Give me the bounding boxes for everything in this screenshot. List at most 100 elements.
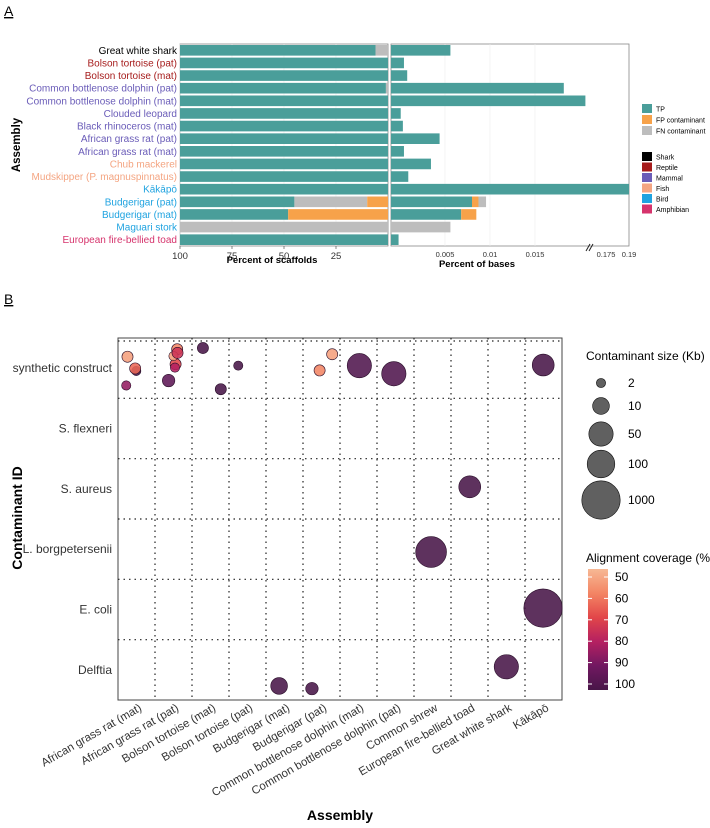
size-legend-circle	[586, 449, 616, 479]
contaminant-point	[346, 353, 372, 379]
scaffold-bar-tp	[180, 95, 388, 107]
bases-bar-tp	[391, 82, 564, 94]
size-legend-circle	[588, 421, 614, 447]
group-legend-key	[642, 162, 652, 172]
contaminant-point	[121, 380, 132, 391]
contaminant-point	[170, 362, 180, 373]
bases-bar-tp	[391, 183, 629, 195]
contaminant-point	[458, 475, 482, 499]
assembly-label: Maguari stork	[116, 223, 178, 234]
contaminant-point	[214, 383, 227, 396]
bases-bar-tp	[391, 196, 472, 208]
scaffold-bar-fn	[375, 45, 388, 56]
scaffold-bar-fn	[385, 82, 388, 94]
color-bar-label: 100	[615, 677, 635, 691]
bases-axis-title: Percent of bases	[439, 259, 515, 270]
assembly-label: Bolson tortoise (pat)	[88, 58, 178, 69]
scaffold-bar-tp	[180, 158, 388, 170]
bases-bar-tp	[391, 70, 408, 81]
bases-tick-label: 0.015	[526, 250, 545, 259]
bases-bar-tp	[391, 57, 404, 69]
bases-bar-tp	[391, 45, 451, 56]
color-bar-label: 70	[615, 613, 629, 627]
scaffold-axis-title: Percent of scaffolds	[227, 255, 318, 266]
bases-bar-tp	[391, 120, 403, 132]
contaminant-label: S. flexneri	[59, 422, 112, 436]
scaffold-bar-fn	[180, 221, 388, 233]
bases-bar-fn	[478, 196, 487, 208]
scaffold-bar-tp	[180, 82, 386, 94]
bases-tick-label: 0.175	[597, 250, 616, 259]
fill-legend-label: FN contaminant	[656, 129, 705, 136]
group-legend-key	[642, 152, 652, 161]
contaminant-point	[270, 677, 288, 695]
bases-bar-tp	[391, 158, 431, 170]
axis-break-mark	[588, 243, 594, 252]
contaminant-point	[523, 588, 563, 628]
assembly-label: Chub mackerel	[110, 159, 177, 170]
assembly-label: Common bottlenose dolphin (pat)	[29, 84, 177, 95]
contaminant-point	[233, 360, 244, 371]
bases-tick-label: 0.005	[436, 250, 455, 259]
assembly-tick-label: Kākāpō	[511, 702, 551, 732]
size-legend-label: 10	[628, 399, 642, 413]
contaminant-label: Delftia	[78, 663, 112, 677]
assembly-label: Budgerigar (mat)	[102, 210, 177, 221]
bases-bar-fn	[391, 221, 451, 233]
scaffold-bar-tp	[180, 171, 388, 182]
assembly-label: Bolson tortoise (mat)	[85, 71, 177, 82]
scaffold-bar-tp	[180, 70, 388, 81]
scaffold-bar-fp	[367, 196, 388, 208]
bases-bar-tp	[391, 234, 399, 245]
contaminant-point	[415, 536, 447, 568]
scaffold-bar-fp	[288, 209, 388, 220]
scaffold-tick-label: 75	[227, 251, 238, 262]
bases-bar-tp	[391, 146, 404, 157]
group-legend-key	[642, 173, 652, 182]
contaminant-label: E. coli	[79, 603, 112, 617]
group-legend-key	[642, 194, 652, 203]
group-legend-label: Shark	[656, 155, 675, 162]
scaffold-bar-tp	[180, 209, 289, 220]
assembly-label: European fire-bellied toad	[62, 235, 177, 246]
contaminant-point	[313, 364, 326, 377]
bases-tick-label: 0.01	[483, 250, 498, 259]
group-legend-key	[642, 183, 652, 193]
assembly-label: Black rhinoceros (mat)	[77, 122, 177, 133]
fill-legend-key	[642, 126, 652, 135]
group-legend-label: Reptile	[656, 165, 678, 172]
color-bar-label: 80	[615, 634, 629, 648]
contaminant-point	[129, 362, 142, 375]
scatter-x-title: Assembly	[307, 807, 373, 823]
bases-bar-tp	[391, 209, 462, 220]
scaffold-bar-tp	[180, 45, 376, 56]
size-legend-circle	[581, 480, 621, 520]
contaminant-point	[197, 342, 209, 354]
assembly-label: Mudskipper (P. magnuspinnatus)	[32, 172, 177, 183]
axis-break-mark	[585, 243, 591, 252]
bases-bar-tp	[391, 133, 440, 144]
contaminant-point	[121, 350, 134, 363]
color-bar-label: 60	[615, 591, 629, 605]
size-legend-label: 2	[628, 376, 635, 390]
panel-a-label: A	[4, 3, 14, 19]
fill-legend-key	[642, 115, 652, 124]
bases-bar-tp	[391, 171, 409, 182]
assembly-label: Budgerigar (pat)	[105, 197, 177, 208]
contaminant-point	[531, 353, 555, 377]
color-bar	[588, 569, 608, 690]
scaffold-bar-tp	[180, 133, 388, 144]
contaminant-point	[305, 682, 319, 696]
assembly-label: Great white shark	[99, 46, 178, 57]
group-legend-label: Bird	[656, 197, 669, 204]
contaminant-label: synthetic construct	[13, 361, 113, 375]
contaminant-point	[326, 348, 339, 361]
size-legend-label: 100	[628, 457, 648, 471]
bases-bar-tp	[391, 108, 401, 119]
assembly-label: African grass rat (mat)	[78, 147, 177, 158]
scaffold-bar-tp	[180, 108, 388, 119]
scaffold-bar-tp	[180, 57, 388, 69]
scaffold-tick-label: 100	[172, 251, 188, 262]
